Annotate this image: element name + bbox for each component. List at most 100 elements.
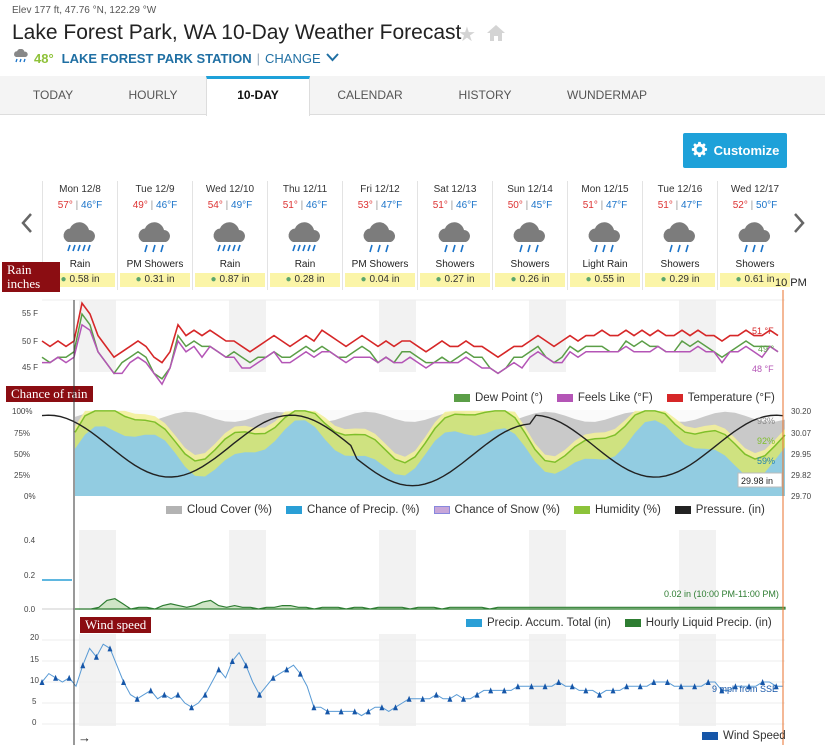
- feels-like-line: [42, 323, 779, 386]
- day-column[interactable]: Tue 12/9 49° | 46°F PM Showers ● 0.31 in: [117, 181, 192, 290]
- day-column[interactable]: Mon 12/8 57° | 46°F Rain ● 0.58 in: [42, 181, 117, 290]
- showers-icon: [508, 216, 552, 261]
- tab-hourly[interactable]: HOURLY: [128, 88, 178, 102]
- day-column[interactable]: Tue 12/16 51° | 47°F Showers ● 0.29 in: [642, 181, 717, 290]
- precip-tick-02: 0.2: [24, 571, 36, 580]
- day-label: Wed 12/17: [730, 184, 780, 195]
- wind-direction-arrow-icon: [175, 691, 181, 698]
- wind-direction-arrow-icon: [719, 687, 725, 694]
- tab-history[interactable]: HISTORY: [458, 88, 512, 102]
- wind-direction-arrow-icon: [379, 704, 385, 711]
- wind-direction-arrow-icon: [80, 662, 86, 669]
- wind-direction-arrow-icon: [610, 687, 616, 694]
- day-label: Tue 12/9: [135, 184, 175, 195]
- cloud-end-label: 93%: [757, 416, 775, 426]
- chevron-down-icon[interactable]: [325, 49, 339, 67]
- day-label: Thu 12/11: [282, 184, 328, 195]
- next-days-chevron-right-icon[interactable]: [792, 212, 806, 241]
- tab-10-day[interactable]: 10-DAY: [206, 76, 310, 116]
- wind-direction-arrow-icon: [121, 679, 127, 685]
- home-icon[interactable]: [486, 24, 506, 47]
- wind-direction-arrow-icon: [474, 691, 480, 698]
- day-low: 47°F: [381, 200, 403, 211]
- precip-legend: Precip. Accum. Total (in) Hourly Liquid …: [452, 617, 772, 629]
- showers-icon: [358, 216, 402, 261]
- change-station-link[interactable]: CHANGE: [265, 50, 321, 66]
- wind-direction-arrow-icon: [284, 666, 290, 673]
- day-column[interactable]: Sun 12/14 50° | 45°F Showers ● 0.26 in: [492, 181, 567, 290]
- day-high: 50°: [507, 200, 523, 211]
- raindrop-icon: ●: [285, 274, 292, 285]
- pct-tick-0: 0%: [24, 492, 36, 501]
- day-high: 51°: [582, 200, 598, 211]
- tab-wundermap[interactable]: WUNDERMAP: [567, 88, 647, 102]
- wind-direction-arrow-icon: [365, 708, 371, 715]
- day-column[interactable]: Thu 12/11 51° | 46°F Rain ● 0.28 in: [267, 181, 342, 290]
- temp-tick-55: 55 F: [22, 309, 38, 318]
- pressure-tick-2: 30.07: [791, 429, 812, 438]
- wind-direction-arrow-icon: [393, 704, 399, 711]
- wind-direction-arrow-icon: [637, 683, 643, 690]
- accum-swatch: [466, 619, 482, 627]
- dew-swatch: [454, 394, 470, 402]
- day-label: Tue 12/16: [657, 184, 703, 195]
- showers-icon: [658, 216, 702, 261]
- day-precip: ● 0.29 in: [645, 273, 715, 287]
- day-column[interactable]: Fri 12/12 53° | 47°F PM Showers ● 0.04 in: [342, 181, 417, 290]
- wind-direction-arrow-icon: [433, 691, 439, 698]
- wind-direction-arrow-icon: [270, 674, 276, 681]
- wind-direction-arrow-icon: [406, 695, 412, 702]
- day-column[interactable]: Wed 12/10 54° | 49°F Rain ● 0.87 in: [192, 181, 267, 290]
- station-name-link[interactable]: LAKE FOREST PARK STATION: [61, 50, 252, 66]
- day-precip-amount: 0.55 in: [594, 274, 625, 285]
- day-band: [229, 530, 266, 610]
- day-high: 52°: [732, 200, 748, 211]
- temperature-line: [41, 301, 779, 364]
- day-temps: 51° | 47°F: [582, 200, 628, 211]
- day-precip-amount: 0.29 in: [669, 274, 700, 285]
- day-precip-amount: 0.87 in: [219, 274, 250, 285]
- raindrop-icon: ●: [435, 274, 442, 285]
- wind-tick-20: 20: [30, 633, 39, 642]
- legend-dew: Dew Point (°): [475, 392, 543, 404]
- favorite-star-icon[interactable]: ★: [458, 24, 476, 46]
- day-low: 49°F: [231, 200, 253, 211]
- showers-icon: [433, 216, 477, 261]
- tab-calendar[interactable]: CALENDAR: [337, 88, 403, 102]
- day-precip-amount: 0.27 in: [444, 274, 475, 285]
- wind-tick-10: 10: [30, 676, 39, 685]
- legend-feels: Feels Like (°F): [577, 392, 653, 404]
- customize-button[interactable]: Customize: [683, 133, 787, 168]
- day-temps: 51° | 46°F: [432, 200, 478, 211]
- wind-direction-arrow-icon: [583, 687, 589, 694]
- showers-icon: [133, 216, 177, 261]
- tab-today[interactable]: TODAY: [32, 88, 74, 102]
- wind-direction-arrow-icon: [229, 658, 235, 664]
- wind-direction-arrow-icon: [528, 683, 534, 690]
- prev-days-chevron-left-icon[interactable]: [20, 212, 34, 241]
- wind-direction-arrow-icon: [66, 674, 72, 681]
- customize-label: Customize: [713, 143, 780, 158]
- day-high: 49°: [132, 200, 148, 211]
- raindrop-icon: ●: [210, 274, 217, 285]
- pressure-line: [41, 414, 784, 487]
- precip-swatch: [286, 506, 302, 514]
- raindrop-icon: ●: [585, 274, 592, 285]
- elevation-coords: Elev 177 ft, 47.76 °N, 122.29 °W: [12, 5, 157, 16]
- day-high: 51°: [282, 200, 298, 211]
- raindrop-icon: ●: [135, 274, 142, 285]
- gear-icon: [691, 141, 708, 161]
- day-condition: Light Rain: [582, 259, 628, 270]
- day-label: Fri 12/12: [360, 184, 400, 195]
- day-band: [529, 530, 566, 610]
- day-precip: ● 0.28 in: [270, 273, 340, 287]
- temp-end-label: 51 °F: [752, 326, 774, 336]
- day-column[interactable]: Sat 12/13 51° | 46°F Showers ● 0.27 in: [417, 181, 492, 290]
- day-column[interactable]: Mon 12/15 51° | 47°F Light Rain ● 0.55 in: [567, 181, 642, 290]
- day-label: Mon 12/8: [59, 184, 101, 195]
- day-column[interactable]: Wed 12/17 52° | 50°F Showers ● 0.61 in: [717, 181, 792, 290]
- pressure-tick-1: 30.20: [791, 407, 812, 416]
- annotation-chance-of-rain: Chance of rain: [6, 386, 93, 402]
- wind-direction-arrow-icon: [746, 683, 752, 690]
